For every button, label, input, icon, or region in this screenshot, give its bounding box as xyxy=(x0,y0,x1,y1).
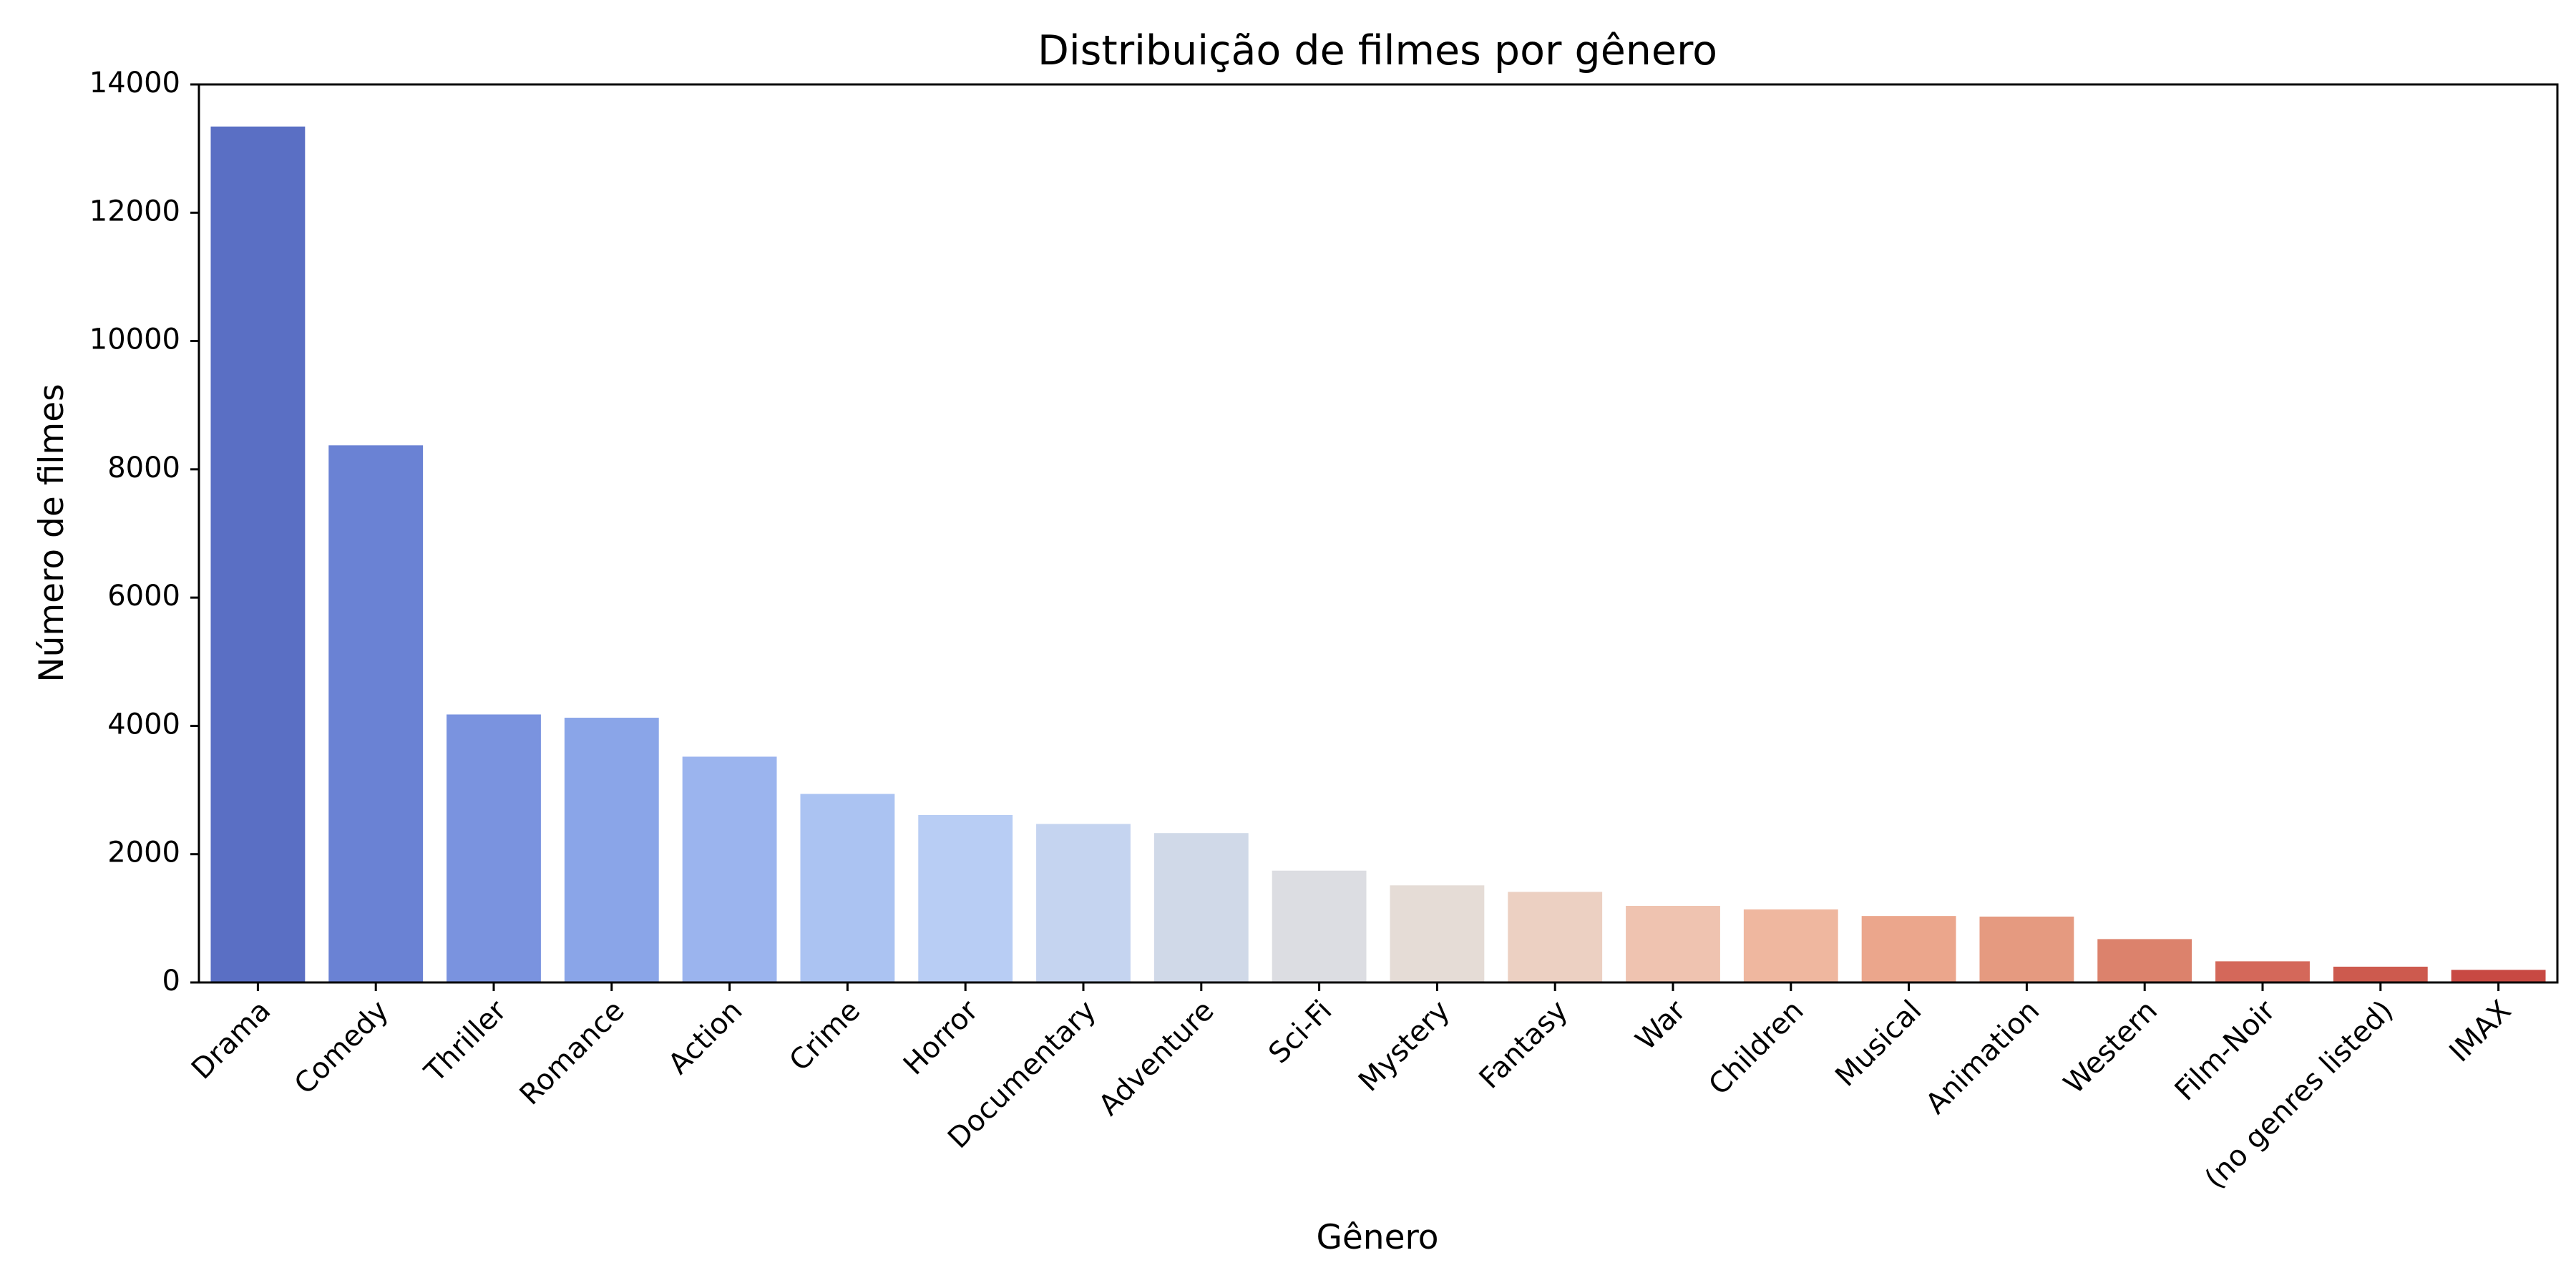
bar xyxy=(447,714,541,982)
bar xyxy=(1390,885,1485,982)
plot-frame xyxy=(197,83,2559,984)
bar xyxy=(1861,916,1956,982)
bar xyxy=(1272,870,1367,982)
bar xyxy=(1036,824,1131,982)
bar xyxy=(1743,909,1838,982)
bars-group xyxy=(210,126,2546,982)
bar xyxy=(328,445,424,982)
y-tick-label: 2000 xyxy=(107,836,180,869)
y-tick-label: 10000 xyxy=(89,323,180,356)
y-axis-label: Número de filmes xyxy=(32,384,72,682)
y-tick-label: 12000 xyxy=(89,195,180,228)
bar xyxy=(1979,916,2074,982)
y-tick-label: 4000 xyxy=(107,708,180,741)
y-tick-label: 0 xyxy=(162,965,180,997)
bar xyxy=(210,126,306,982)
bar xyxy=(1508,892,1603,982)
bar xyxy=(2451,970,2546,982)
bar xyxy=(2333,966,2428,982)
x-axis-label: Gênero xyxy=(1316,1218,1438,1257)
bar xyxy=(1153,833,1249,982)
bar xyxy=(564,718,659,982)
y-tick-label: 8000 xyxy=(107,452,180,484)
bar xyxy=(2215,961,2310,982)
y-tick-label: 6000 xyxy=(107,580,180,613)
bar xyxy=(2097,939,2192,982)
y-axis-ticks: 0 2000 4000 6000 8000 10000 12000 14000 xyxy=(89,67,199,997)
chart-title: Distribuição de filmes por gênero xyxy=(1038,27,1717,74)
bar xyxy=(800,794,895,982)
bar xyxy=(1626,905,1720,982)
y-tick-label: 14000 xyxy=(89,67,180,99)
bar xyxy=(918,814,1013,982)
bar xyxy=(682,756,777,982)
